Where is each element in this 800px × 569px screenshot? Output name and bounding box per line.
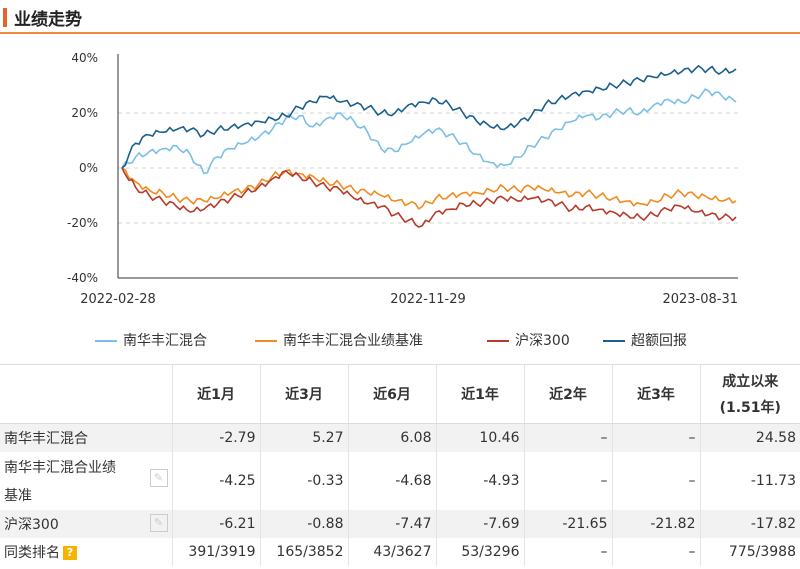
y-tick-label: 20% bbox=[71, 106, 98, 120]
legend-item-excess[interactable]: 超额回报 bbox=[603, 326, 687, 356]
cell: -17.82 bbox=[700, 509, 800, 538]
header-3m: 近3月 bbox=[260, 364, 349, 424]
cell: -4.93 bbox=[436, 451, 525, 510]
legend-swatch-hs300 bbox=[487, 340, 509, 342]
performance-chart: 40% 20% 0% -20% -40% 2022-02-28 2022-11-29 2023… bbox=[67, 51, 738, 307]
legend-label-excess: 超额回报 bbox=[631, 333, 687, 349]
y-tick-label: -40% bbox=[67, 271, 98, 285]
chart-legend: 南华丰汇混合 南华丰汇混合业绩基准 沪深300 超额回报 bbox=[0, 326, 800, 356]
table-row: ✎ 南华丰汇混合业绩 基准 -4.25 -0.33 -4.68 -4.93 – … bbox=[0, 451, 800, 510]
cell: -4.68 bbox=[348, 451, 437, 510]
cell: – bbox=[612, 537, 701, 566]
section-title: 业绩走势 bbox=[14, 10, 82, 30]
table-header-row: 近1月 近3月 近6月 近1年 近2年 近3年 成立以来 (1.51年) bbox=[0, 364, 800, 424]
cell: -0.88 bbox=[260, 509, 349, 538]
cell: – bbox=[524, 537, 613, 566]
cell: 6.08 bbox=[348, 423, 437, 452]
cell: -11.73 bbox=[750, 472, 796, 489]
row-name: ✎ 南华丰汇混合业绩 基准 bbox=[0, 451, 173, 510]
row-name-line2: 基准 bbox=[4, 487, 32, 504]
row-name: 南华丰汇混合 bbox=[0, 423, 173, 452]
series-line bbox=[121, 167, 737, 228]
section-header: 业绩走势 bbox=[0, 0, 800, 34]
legend-label-benchmark: 南华丰汇混合业绩基准 bbox=[283, 333, 423, 349]
since-inception-label: 成立以来 bbox=[722, 374, 779, 390]
series-line bbox=[121, 64, 737, 169]
cell: – bbox=[612, 451, 701, 510]
cell: 775/3988 bbox=[728, 543, 796, 560]
cell: 53/3296 bbox=[436, 537, 525, 566]
header-2y: 近2年 bbox=[524, 364, 613, 424]
cell: -4.25 bbox=[172, 451, 261, 510]
header-3y: 近3年 bbox=[612, 364, 701, 424]
cell: -0.33 bbox=[260, 451, 349, 510]
help-icon[interactable]: ? bbox=[63, 545, 77, 560]
y-tick-label: -20% bbox=[67, 216, 98, 230]
x-tick-label: 2023-08-31 bbox=[662, 292, 738, 307]
legend-label-fund: 南华丰汇混合 bbox=[123, 333, 207, 349]
x-tick-label: 2022-11-29 bbox=[390, 292, 466, 307]
cell: 165/3852 bbox=[260, 537, 349, 566]
table-row: 同类排名? 391/3919 165/3852 43/3627 53/3296 … bbox=[0, 537, 800, 566]
cell: -6.21 bbox=[172, 509, 261, 538]
y-tick-label: 40% bbox=[71, 51, 98, 65]
table-row: 沪深300 ✎ -6.21 -0.88 -7.47 -7.69 -21.65 -… bbox=[0, 509, 800, 538]
series-line bbox=[121, 88, 737, 175]
cell: -7.69 bbox=[436, 509, 525, 538]
cell: 391/3919 bbox=[172, 537, 261, 566]
cell: 10.46 bbox=[436, 423, 525, 452]
legend-item-benchmark[interactable]: 南华丰汇混合业绩基准 bbox=[255, 326, 423, 356]
cell: 5.27 bbox=[260, 423, 349, 452]
header-since-inception: 成立以来 (1.51年) bbox=[700, 364, 800, 424]
cell: 43/3627 bbox=[348, 537, 437, 566]
x-tick-label: 2022-02-28 bbox=[80, 292, 156, 307]
header-6m: 近6月 bbox=[348, 364, 437, 424]
row-name: 同类排名? bbox=[0, 537, 173, 566]
cell: -21.65 bbox=[524, 509, 613, 538]
legend-item-fund[interactable]: 南华丰汇混合 bbox=[95, 326, 207, 356]
cell: -21.82 bbox=[612, 509, 701, 538]
row-name-text: 沪深300 bbox=[4, 516, 59, 533]
row-name: 沪深300 ✎ bbox=[0, 509, 173, 538]
legend-item-hs300[interactable]: 沪深300 bbox=[487, 326, 570, 356]
row-name-line1: 南华丰汇混合业绩 bbox=[4, 459, 116, 476]
since-inception-years: (1.51年) bbox=[719, 400, 781, 416]
header-1y: 近1年 bbox=[436, 364, 525, 424]
cell: 24.58 bbox=[700, 423, 800, 452]
returns-table: 近1月 近3月 近6月 近1年 近2年 近3年 成立以来 (1.51年) 南华丰… bbox=[0, 364, 800, 566]
table-row: 南华丰汇混合 -2.79 5.27 6.08 10.46 – – 24.58 bbox=[0, 423, 800, 452]
header-1m: 近1月 bbox=[172, 364, 261, 424]
legend-swatch-benchmark bbox=[255, 340, 277, 342]
cell: – bbox=[612, 423, 701, 452]
series-line bbox=[121, 167, 737, 211]
cell: – bbox=[524, 451, 613, 510]
legend-label-hs300: 沪深300 bbox=[515, 333, 570, 349]
cell: – bbox=[524, 423, 613, 452]
cell: -7.47 bbox=[348, 509, 437, 538]
y-tick-label: 0% bbox=[79, 161, 98, 175]
header-accent-bar bbox=[3, 8, 7, 27]
edit-icon[interactable]: ✎ bbox=[149, 513, 168, 532]
row-name-text: 同类排名 bbox=[4, 544, 60, 561]
legend-swatch-fund bbox=[95, 340, 117, 342]
legend-swatch-excess bbox=[603, 340, 625, 342]
header-blank bbox=[0, 364, 173, 424]
cell: -2.79 bbox=[172, 423, 261, 452]
edit-icon[interactable]: ✎ bbox=[149, 468, 168, 487]
